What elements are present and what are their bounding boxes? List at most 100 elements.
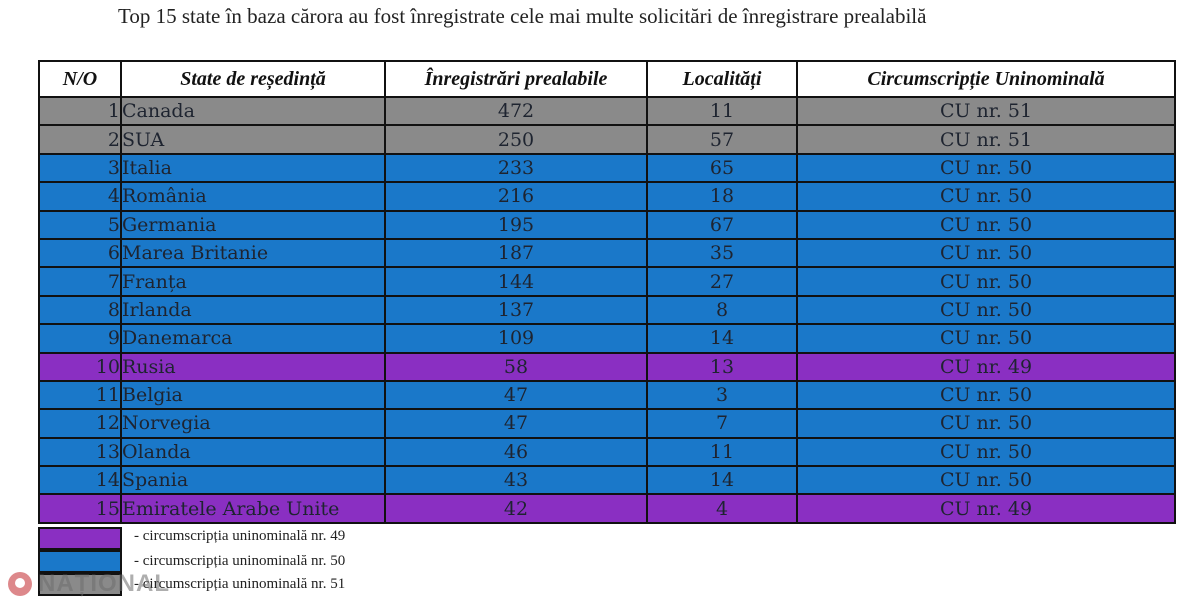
table-body: 1 Canada 472 11 CU nr. 51 2 SUA 250 57 CU nr. 51 3… bbox=[38, 95, 1176, 524]
cell-state: Rusia bbox=[120, 351, 386, 382]
cell-state: România bbox=[120, 181, 386, 212]
cell-localities: 67 bbox=[646, 209, 798, 240]
legend-label-51: - circumscripția uninominală nr. 51 bbox=[134, 576, 346, 592]
cell-no: 14 bbox=[38, 465, 122, 496]
table-row: 6 Marea Britanie 187 35 CU nr. 50 bbox=[38, 237, 1176, 269]
cell-registrations: 472 bbox=[384, 95, 648, 127]
cell-district: CU nr. 50 bbox=[796, 152, 1176, 184]
cell-district: CU nr. 49 bbox=[796, 493, 1176, 524]
cell-state: Spania bbox=[120, 465, 386, 496]
cell-localities: 14 bbox=[646, 323, 798, 354]
page-title: Top 15 state în baza cărora au fost înre… bbox=[118, 4, 927, 28]
legend-swatch-49 bbox=[38, 527, 122, 550]
cell-no: 7 bbox=[38, 266, 122, 297]
header-registrations: Înregistrări prealabile bbox=[384, 60, 648, 98]
header-district: Circumscripție Uninominală bbox=[796, 60, 1176, 98]
logo-circle-icon bbox=[8, 572, 32, 596]
cell-registrations: 42 bbox=[384, 493, 648, 524]
cell-state: Marea Britanie bbox=[120, 237, 386, 269]
cell-district: CU nr. 50 bbox=[796, 209, 1176, 240]
cell-registrations: 47 bbox=[384, 379, 648, 411]
cell-localities: 27 bbox=[646, 266, 798, 297]
cell-district: CU nr. 50 bbox=[796, 379, 1176, 411]
cell-localities: 35 bbox=[646, 237, 798, 269]
cell-localities: 4 bbox=[646, 493, 798, 524]
cell-district: CU nr. 50 bbox=[796, 436, 1176, 468]
legend-label-50: - circumscripția uninominală nr. 50 bbox=[134, 553, 346, 569]
cell-district: CU nr. 50 bbox=[796, 465, 1176, 496]
cell-state: Germania bbox=[120, 209, 386, 240]
table-row: 12 Norvegia 47 7 CU nr. 50 bbox=[38, 408, 1176, 439]
registrations-table: N/O State de reședință Înregistrări prea… bbox=[38, 60, 1176, 524]
cell-state: Danemarca bbox=[120, 323, 386, 354]
cell-registrations: 144 bbox=[384, 266, 648, 297]
table-row: 5 Germania 195 67 CU nr. 50 bbox=[38, 209, 1176, 240]
cell-no: 3 bbox=[38, 152, 122, 184]
cell-no: 15 bbox=[38, 493, 122, 524]
watermark-text: NAȚIONAL bbox=[38, 570, 170, 597]
cell-state: Franța bbox=[120, 266, 386, 297]
cell-no: 4 bbox=[38, 181, 122, 212]
cell-registrations: 109 bbox=[384, 323, 648, 354]
cell-localities: 18 bbox=[646, 181, 798, 212]
cell-no: 5 bbox=[38, 209, 122, 240]
cell-district: CU nr. 50 bbox=[796, 237, 1176, 269]
cell-no: 13 bbox=[38, 436, 122, 468]
cell-localities: 8 bbox=[646, 294, 798, 326]
cell-localities: 57 bbox=[646, 124, 798, 155]
legend-swatch-50 bbox=[38, 550, 122, 573]
cell-district: CU nr. 50 bbox=[796, 181, 1176, 212]
cell-no: 9 bbox=[38, 323, 122, 354]
cell-district: CU nr. 51 bbox=[796, 95, 1176, 127]
cell-state: Canada bbox=[120, 95, 386, 127]
table-header-row: N/O State de reședință Înregistrări prea… bbox=[38, 60, 1176, 98]
table-row: 4 România 216 18 CU nr. 50 bbox=[38, 181, 1176, 212]
table-row: 15 Emiratele Arabe Unite 42 4 CU nr. 49 bbox=[38, 493, 1176, 524]
table-row: 13 Olanda 46 11 CU nr. 50 bbox=[38, 436, 1176, 468]
header-no: N/O bbox=[38, 60, 122, 98]
cell-state: SUA bbox=[120, 124, 386, 155]
cell-district: CU nr. 50 bbox=[796, 408, 1176, 439]
cell-district: CU nr. 49 bbox=[796, 351, 1176, 382]
cell-localities: 11 bbox=[646, 436, 798, 468]
cell-state: Emiratele Arabe Unite bbox=[120, 493, 386, 524]
cell-district: CU nr. 51 bbox=[796, 124, 1176, 155]
table-row: 10 Rusia 58 13 CU nr. 49 bbox=[38, 351, 1176, 382]
cell-state: Irlanda bbox=[120, 294, 386, 326]
cell-localities: 65 bbox=[646, 152, 798, 184]
cell-district: CU nr. 50 bbox=[796, 323, 1176, 354]
watermark: NAȚIONAL bbox=[8, 570, 170, 598]
cell-no: 12 bbox=[38, 408, 122, 439]
table-row: 7 Franța 144 27 CU nr. 50 bbox=[38, 266, 1176, 297]
cell-state: Belgia bbox=[120, 379, 386, 411]
cell-state: Norvegia bbox=[120, 408, 386, 439]
cell-registrations: 47 bbox=[384, 408, 648, 439]
cell-registrations: 46 bbox=[384, 436, 648, 468]
header-localities: Localități bbox=[646, 60, 798, 98]
cell-localities: 14 bbox=[646, 465, 798, 496]
cell-no: 8 bbox=[38, 294, 122, 326]
cell-no: 1 bbox=[38, 95, 122, 127]
cell-registrations: 250 bbox=[384, 124, 648, 155]
table-row: 9 Danemarca 109 14 CU nr. 50 bbox=[38, 323, 1176, 354]
cell-district: CU nr. 50 bbox=[796, 266, 1176, 297]
cell-state: Olanda bbox=[120, 436, 386, 468]
table-row: 14 Spania 43 14 CU nr. 50 bbox=[38, 465, 1176, 496]
cell-localities: 7 bbox=[646, 408, 798, 439]
table-row: 2 SUA 250 57 CU nr. 51 bbox=[38, 124, 1176, 155]
cell-registrations: 195 bbox=[384, 209, 648, 240]
cell-registrations: 137 bbox=[384, 294, 648, 326]
table-row: 1 Canada 472 11 CU nr. 51 bbox=[38, 95, 1176, 127]
cell-registrations: 43 bbox=[384, 465, 648, 496]
cell-no: 2 bbox=[38, 124, 122, 155]
cell-no: 6 bbox=[38, 237, 122, 269]
table-row: 11 Belgia 47 3 CU nr. 50 bbox=[38, 379, 1176, 411]
cell-registrations: 233 bbox=[384, 152, 648, 184]
cell-state: Italia bbox=[120, 152, 386, 184]
table-row: 8 Irlanda 137 8 CU nr. 50 bbox=[38, 294, 1176, 326]
cell-no: 11 bbox=[38, 379, 122, 411]
cell-localities: 11 bbox=[646, 95, 798, 127]
legend-label-49: - circumscripția uninominală nr. 49 bbox=[134, 528, 346, 544]
cell-registrations: 187 bbox=[384, 237, 648, 269]
cell-localities: 13 bbox=[646, 351, 798, 382]
